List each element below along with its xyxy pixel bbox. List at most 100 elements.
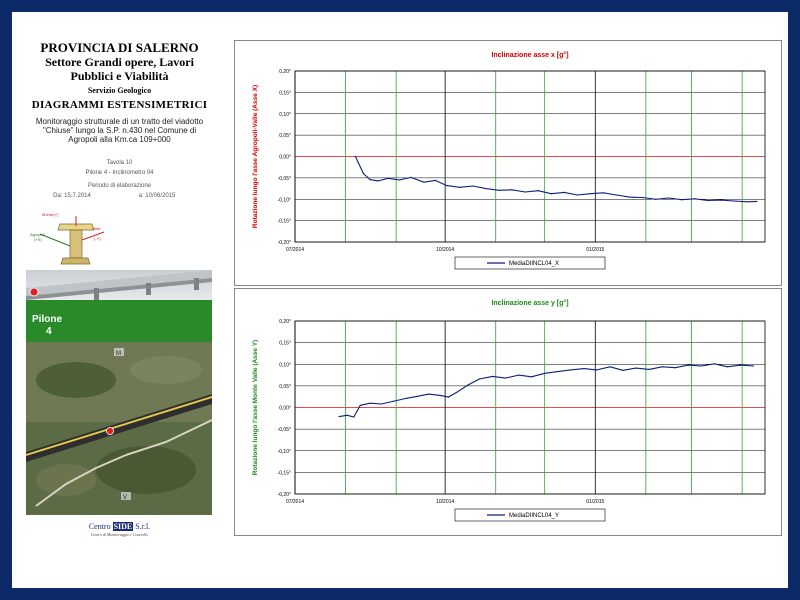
data-point — [739, 364, 742, 366]
series-line — [354, 156, 757, 203]
data-point — [733, 200, 735, 202]
data-point — [746, 201, 748, 203]
data-point — [589, 193, 591, 195]
data-point — [622, 369, 624, 371]
desc-line-3: Agropoli alla Km.ca 109+000 — [68, 135, 171, 144]
company-logo: Centro SIDE S.r.l. — [12, 522, 227, 531]
data-point — [456, 391, 458, 393]
chart-y: Inclinazione asse y [g°] 0,20° 0,15° 0,10° 0… — [252, 299, 766, 522]
y-tick-label: 0,00° — [279, 155, 291, 161]
data-point — [428, 393, 430, 395]
y-tick-label: -0,10° — [278, 197, 291, 203]
legend-box — [454, 256, 606, 270]
sketch-label-valle-axis: (-Y) — [94, 236, 101, 241]
y-tick-label: -0,15° — [278, 219, 291, 225]
plot-area — [294, 70, 766, 243]
data-point — [472, 185, 474, 187]
desc-line-2: "Chiuse" lungo la S.P. n.430 nel Comune … — [42, 126, 197, 135]
company-name-c: S.r.l. — [133, 522, 151, 531]
data-point — [410, 176, 412, 178]
pilone-number: 4 — [46, 326, 52, 337]
service-label: Servizio Geologico — [87, 86, 152, 95]
y-tick-label: 0,10° — [279, 112, 291, 118]
chart-title: Inclinazione asse x [g°] — [491, 51, 568, 59]
marker-m: M — [116, 351, 121, 357]
data-point — [478, 378, 480, 380]
tavola-label: Tavola 10 — [106, 160, 133, 166]
data-point — [687, 364, 689, 366]
data-point — [518, 374, 520, 376]
doc-title: DIAGRAMMI ESTENSIMETRICI — [31, 99, 208, 111]
data-point — [359, 404, 361, 406]
y-tick-label: 0,00° — [279, 406, 291, 412]
data-point — [369, 402, 371, 404]
data-point — [524, 191, 526, 193]
x-tick-label: 01/2015 — [586, 247, 604, 253]
y-tick-label: 0,05° — [279, 384, 291, 390]
org-title: PROVINCIA DI SALERNO — [40, 40, 199, 55]
data-point — [416, 395, 418, 397]
data-point — [434, 179, 436, 181]
data-point — [642, 196, 644, 199]
data-point — [498, 189, 500, 191]
chart-x: Inclinazione asse x [g°] 0,20° 0,15° 0,10° 0… — [252, 51, 766, 270]
periodo-label: Periodo di elaborazione — [87, 183, 152, 189]
desc-line-1: Monitoraggio strutturale di un tratto de… — [35, 117, 204, 126]
data-point — [707, 199, 709, 202]
sketch-label-agropoli: Agropoli — [30, 232, 45, 237]
data-point — [467, 384, 469, 386]
data-point — [491, 375, 494, 377]
data-point — [570, 369, 572, 371]
marker-v: V — [123, 495, 127, 501]
data-point — [346, 414, 348, 416]
data-point — [576, 194, 578, 196]
x-tick-label: 07/2014 — [286, 499, 304, 505]
data-point — [596, 369, 598, 371]
data-point — [694, 198, 696, 200]
viaduct-photo: Pilone 4 M V — [26, 270, 212, 515]
data-point — [583, 368, 585, 370]
chart-x-panel: Inclinazione asse x [g°] 0,20° 0,15° 0,10° 0… — [234, 40, 782, 286]
data-point — [485, 188, 487, 190]
data-point — [609, 366, 611, 368]
y-tick-label: 0,20° — [279, 69, 291, 75]
sketch-label-monte: Monte(Y) — [42, 212, 59, 217]
data-point — [459, 186, 461, 188]
data-point — [753, 365, 755, 367]
legend-label: MediaDIINCL04_X — [509, 261, 559, 267]
data-point — [447, 396, 449, 398]
date-from: Da: 15.7.2014 — [53, 193, 91, 199]
data-point — [439, 394, 441, 396]
data-point — [557, 371, 559, 373]
data-point — [531, 376, 533, 378]
data-point — [648, 368, 650, 370]
data-point — [446, 185, 448, 187]
data-point — [661, 366, 663, 368]
data-point — [354, 155, 356, 158]
y-tick-label: 0,20° — [279, 319, 291, 325]
company-sub: Centro di Monitoraggio e Controllo — [90, 532, 149, 537]
y-tick-label: 0,15° — [279, 90, 291, 96]
chart-y-panel: Inclinazione asse y [g°] 0,20° 0,15° 0,10° 0… — [234, 288, 782, 536]
x-tick-label: 10/2014 — [436, 247, 454, 253]
legend-box — [454, 508, 606, 522]
y-tick-label: 0,05° — [279, 133, 291, 139]
data-point — [338, 416, 340, 418]
data-point — [602, 192, 604, 194]
pier-sketch: Monte(Y) Agropoli (+X) Valle (-Y) — [30, 212, 105, 265]
y-axis-label: Rotazione lungo l'asse Monte Valle (Asse… — [252, 340, 259, 475]
series-line — [339, 363, 754, 418]
legend-label: MediaDIINCL04_Y — [509, 513, 559, 519]
x-tick-label: 07/2014 — [286, 247, 304, 253]
data-point — [405, 397, 407, 399]
data-point — [537, 190, 539, 192]
y-axis-label: Rotazione lungo l'asse Agropoli-Valle (A… — [252, 85, 259, 228]
y-tick-label: -0,20° — [278, 492, 291, 498]
data-point — [362, 173, 365, 175]
info-panel: PROVINCIA DI SALERNO Settore Grandi oper… — [12, 12, 227, 588]
dept-line-1: Settore Grandi opere, Lavori — [45, 55, 194, 69]
data-point — [423, 181, 425, 183]
data-point — [726, 366, 729, 368]
company-name-a: Centro — [88, 522, 113, 531]
data-point — [398, 179, 400, 181]
